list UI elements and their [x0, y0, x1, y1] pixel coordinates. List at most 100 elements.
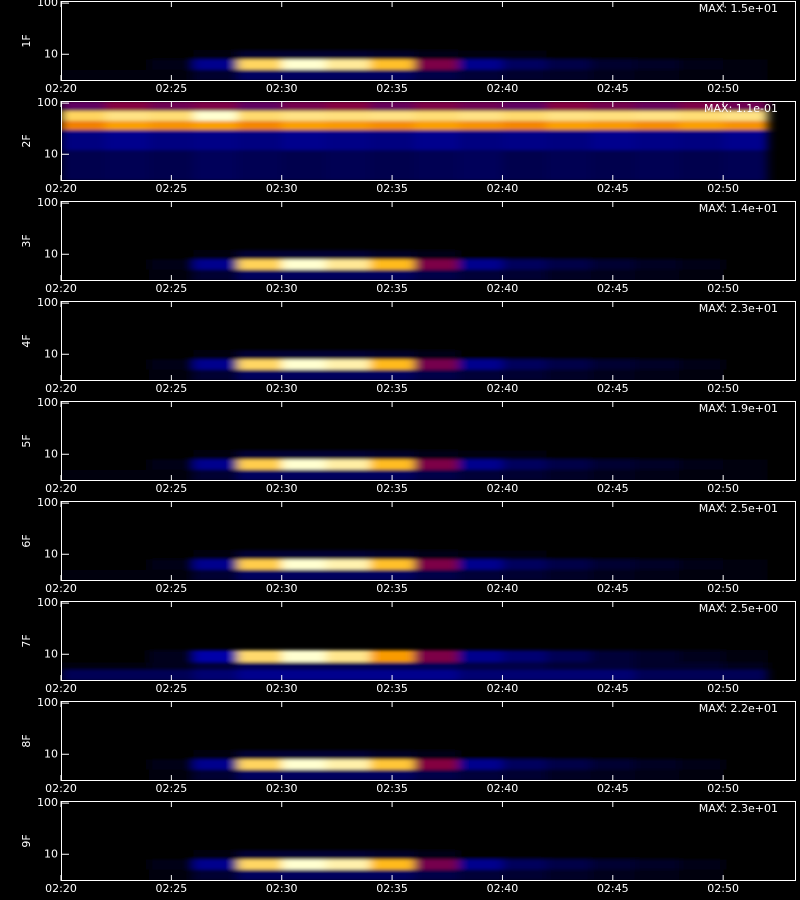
heatmap-cell — [546, 50, 592, 60]
heatmap-cell — [414, 259, 459, 270]
y-tick-label: 100 — [37, 0, 58, 9]
x-tick-label: 02:20 — [45, 382, 77, 395]
heatmap-cell — [723, 459, 768, 470]
panel: 02:20 02:25 02:30 02:35 02:40 02:45 02:50 10 100… — [20, 196, 796, 295]
heatmap-cell — [458, 469, 503, 481]
x-tick-label: 02:40 — [487, 782, 519, 795]
y-axis-label: 9F — [20, 834, 33, 847]
heatmap-cell — [723, 569, 768, 581]
heatmap-cell — [61, 350, 106, 360]
plot-frame — [61, 801, 796, 881]
x-tick-label: 02:20 — [45, 482, 77, 495]
heatmap-cell — [325, 369, 371, 381]
heatmap-cell — [281, 469, 327, 481]
heatmap-cell — [546, 450, 592, 460]
heatmap-cell — [634, 120, 680, 130]
heatmap-cell — [634, 259, 680, 270]
x-tick-label: 02:50 — [707, 282, 739, 295]
heatmap-cell — [61, 669, 106, 681]
heatmap-cell — [193, 550, 239, 560]
heatmap-cells — [61, 750, 768, 781]
max-annotation: MAX: 2.5e+00 — [699, 602, 778, 615]
x-tick-label: 02:35 — [376, 682, 408, 695]
heatmap-cell — [679, 101, 724, 112]
heatmap-cell — [193, 69, 239, 81]
plot-frame — [61, 1, 796, 81]
heatmap-cell — [105, 759, 150, 770]
heatmap-cell — [634, 359, 680, 370]
heatmap-cell — [723, 450, 768, 460]
heatmap-cell — [237, 359, 283, 370]
heatmap-cell — [193, 759, 239, 770]
heatmap-cell — [237, 101, 283, 112]
max-annotation: MAX: 1.5e+01 — [699, 2, 778, 15]
x-tick-label: 02:35 — [376, 82, 408, 95]
max-annotation: MAX: 2.3e+01 — [699, 302, 778, 315]
heatmap-cell — [61, 120, 106, 130]
heatmap-cell — [193, 359, 239, 370]
max-annotation: MAX: 2.5e+01 — [699, 502, 778, 515]
heatmap-cell — [370, 111, 415, 121]
x-tick-label: 02:45 — [597, 882, 629, 895]
heatmap-cell — [590, 59, 636, 70]
y-tick-label: 100 — [37, 596, 58, 609]
heatmap-cell — [281, 111, 327, 121]
heatmap-cell — [237, 469, 283, 481]
heatmap-cell — [325, 669, 371, 681]
heatmap-cell — [679, 150, 724, 181]
heatmap-cell — [458, 129, 503, 151]
heatmap-cell — [193, 859, 239, 870]
heatmap-cell — [61, 550, 106, 560]
heatmap-cell — [149, 662, 194, 670]
x-tick-label: 02:35 — [376, 282, 408, 295]
heatmap-cell — [61, 850, 106, 860]
heatmap-cell — [61, 269, 106, 281]
heatmap-cell — [61, 59, 106, 70]
heatmap-cells — [61, 650, 768, 681]
heatmap-cell — [149, 650, 194, 663]
heatmap-cell — [414, 559, 459, 570]
heatmap-cell — [325, 50, 371, 60]
heatmap-cell — [458, 750, 503, 760]
heatmap-cell — [61, 50, 106, 60]
y-tick-label: 100 — [37, 796, 58, 809]
heatmap-cell — [590, 259, 636, 270]
heatmap-cell — [105, 129, 150, 151]
heatmap-cell — [590, 850, 636, 860]
x-tick-label: 02:50 — [707, 82, 739, 95]
heatmap-cell — [193, 469, 239, 481]
panel: 02:20 02:25 02:30 02:35 02:40 02:45 02:50 10 100… — [20, 396, 796, 495]
heatmap-cell — [61, 569, 106, 581]
heatmap-cell — [414, 350, 459, 360]
plot-frame — [61, 201, 796, 281]
heatmap-cell — [414, 269, 459, 281]
heatmap-cell — [149, 111, 194, 121]
heatmap-cell — [414, 120, 459, 130]
heatmap-cell — [149, 250, 194, 260]
x-tick-label: 02:30 — [266, 282, 298, 295]
heatmap-cell — [502, 650, 548, 663]
max-annotation: MAX: 1.9e+01 — [699, 402, 778, 415]
heatmap-cell — [634, 650, 680, 663]
heatmap-cell — [679, 469, 724, 481]
heatmap-cell — [281, 759, 327, 770]
heatmap-cell — [61, 69, 106, 81]
heatmap-cell — [502, 269, 548, 281]
y-tick-label: 100 — [37, 296, 58, 309]
heatmap-cell — [193, 450, 239, 460]
heatmap-cell — [61, 369, 106, 381]
heatmap-cell — [105, 559, 150, 570]
y-tick-label: 100 — [37, 196, 58, 209]
heatmap-cell — [281, 350, 327, 360]
heatmap-layer — [61, 101, 768, 181]
heatmap-layer — [61, 850, 768, 881]
heatmap-cell — [546, 569, 592, 581]
heatmap-cell — [723, 250, 768, 260]
heatmap-cell — [679, 769, 724, 781]
heatmap-cell — [458, 662, 503, 670]
heatmap-cell — [546, 469, 592, 481]
heatmap-cell — [325, 69, 371, 81]
heatmap-layer — [61, 250, 768, 281]
heatmap-cell — [237, 350, 283, 360]
heatmap-cell — [193, 459, 239, 470]
